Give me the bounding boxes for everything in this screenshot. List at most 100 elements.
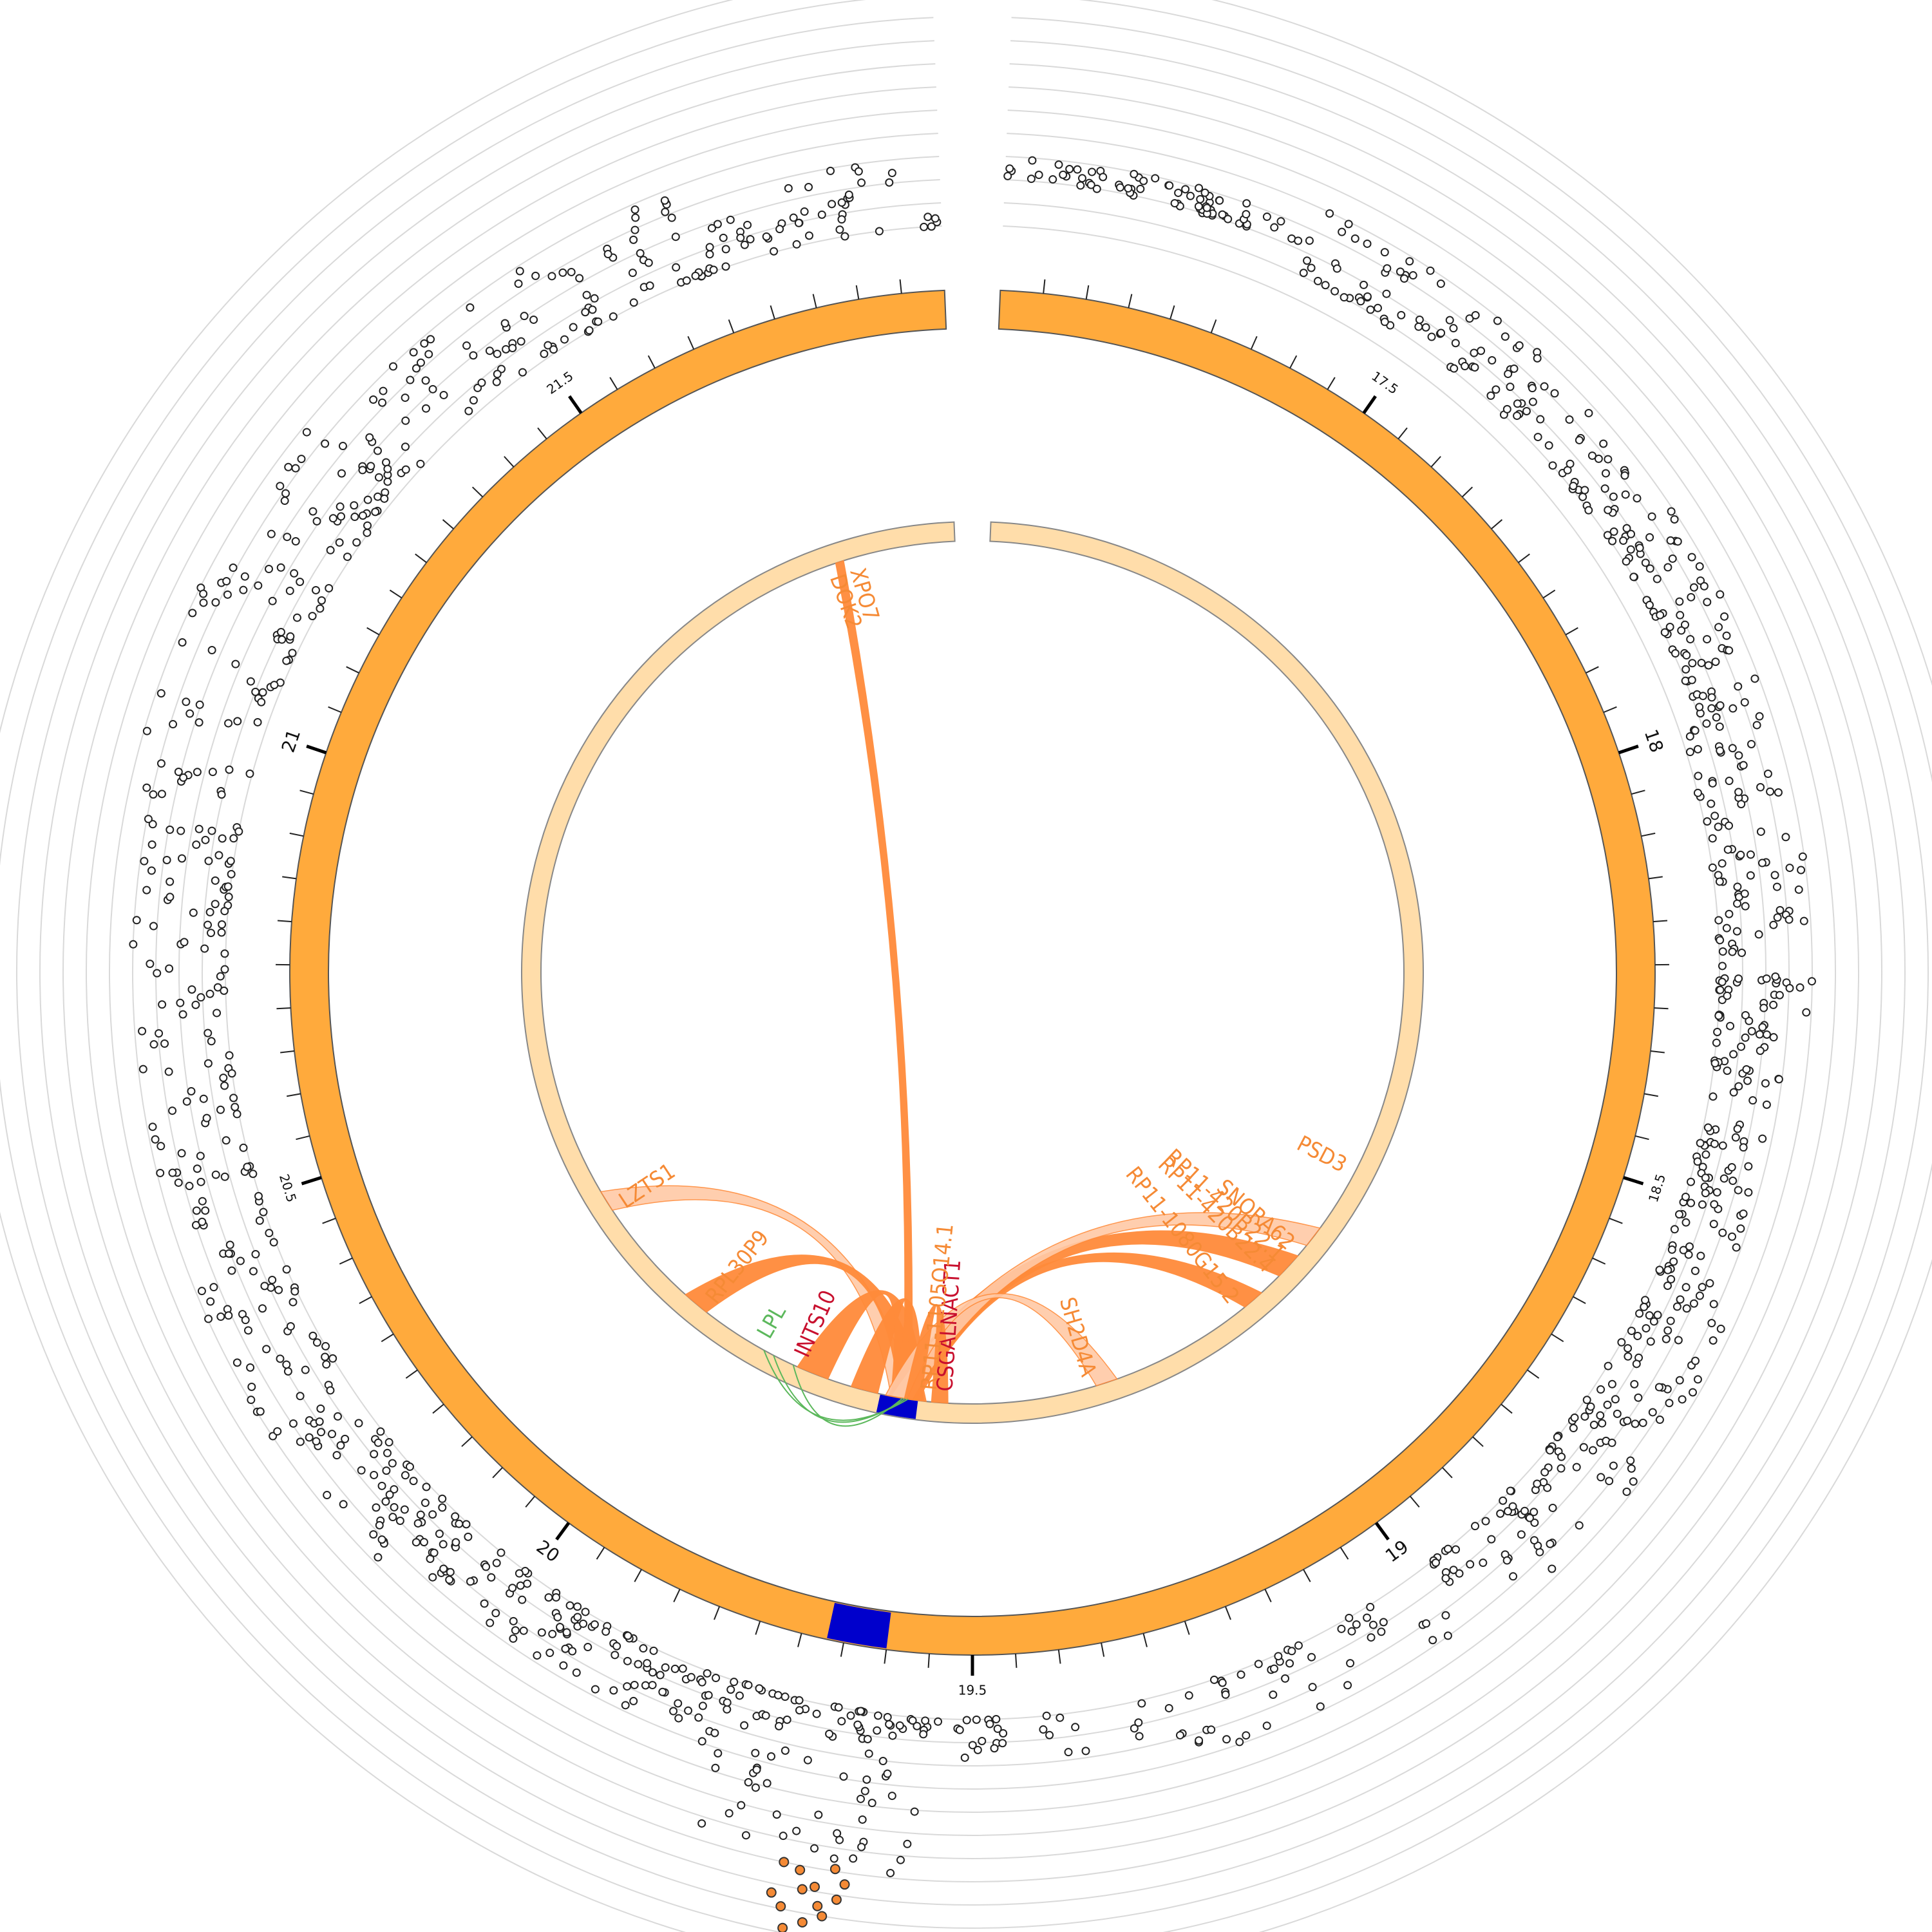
snp-point — [1754, 930, 1763, 939]
snp-point — [1513, 412, 1522, 421]
snp-point — [216, 1105, 225, 1114]
snp-point — [308, 1331, 317, 1340]
snp-point — [158, 1000, 167, 1009]
snp-point — [1379, 1618, 1388, 1627]
snp-point — [1752, 721, 1761, 730]
snp-point — [590, 294, 599, 303]
snp-point — [1363, 1613, 1372, 1622]
snp-point — [375, 1520, 384, 1530]
snp-point — [249, 1170, 258, 1179]
snp-point — [1451, 339, 1460, 348]
snp-point — [493, 349, 502, 358]
snp-point — [148, 820, 157, 829]
snp-point — [581, 308, 590, 317]
snp-point — [176, 826, 185, 835]
snp-point — [714, 1748, 723, 1757]
snp-point — [1722, 631, 1731, 640]
snp-point — [301, 1365, 310, 1374]
snp-point — [1028, 156, 1037, 165]
snp-point — [661, 207, 670, 216]
minor-tick — [339, 1257, 353, 1265]
snp-point — [515, 267, 524, 276]
minor-tick — [634, 1569, 642, 1582]
snp-point — [854, 167, 863, 176]
minor-tick — [280, 1050, 295, 1054]
snp-point — [704, 1690, 713, 1700]
snp-point — [195, 700, 204, 709]
snp-point — [129, 940, 138, 949]
snp-point — [740, 240, 749, 249]
snp-point — [833, 1829, 842, 1838]
snp-point — [645, 281, 654, 290]
snp-point — [1737, 1042, 1746, 1051]
snp-point — [257, 697, 266, 706]
snp-point — [1350, 234, 1359, 243]
snp-point — [1669, 1257, 1678, 1266]
snp-point — [258, 1304, 267, 1313]
snp-point — [1596, 1411, 1605, 1420]
snp-point — [406, 375, 415, 384]
snp-point — [641, 1681, 650, 1690]
snp-point — [1725, 821, 1734, 830]
snp-point — [296, 1437, 305, 1446]
snp-point-highlight — [777, 1922, 788, 1932]
snp-point — [1690, 1266, 1700, 1275]
snp-point — [1313, 276, 1322, 285]
snp-point — [1566, 459, 1575, 468]
snp-point — [1603, 531, 1612, 540]
snp-point — [321, 1341, 330, 1350]
guide-ring — [155, 156, 1790, 1790]
snp-point — [1723, 845, 1732, 854]
snp-point — [204, 1059, 213, 1068]
snp-point — [1707, 799, 1716, 808]
snp-point — [1436, 279, 1445, 289]
snp-point — [631, 213, 640, 222]
snp-point — [723, 1705, 732, 1714]
snp-point — [253, 717, 262, 726]
snp-point — [409, 348, 418, 357]
snp-point — [384, 1438, 393, 1447]
snp-point — [1346, 1659, 1355, 1668]
snp-point — [1627, 1327, 1636, 1336]
snp-point — [196, 1177, 205, 1186]
snp-point — [1693, 1375, 1702, 1384]
snp-point — [1437, 328, 1446, 337]
snp-point — [138, 1065, 147, 1074]
snp-point — [1584, 408, 1593, 417]
snp-point — [885, 178, 894, 187]
snp-point — [1303, 256, 1312, 265]
snp-point — [374, 1438, 383, 1447]
snp-point — [1396, 267, 1405, 276]
snp-point — [1695, 562, 1704, 571]
snp-point — [910, 1807, 919, 1816]
snp-point — [697, 1737, 706, 1746]
snp-point — [1685, 748, 1694, 757]
minor-tick — [492, 1467, 503, 1479]
snp-point — [1747, 739, 1756, 748]
minor-tick — [1170, 305, 1175, 319]
minor-tick — [1085, 285, 1090, 299]
snp-point — [1617, 1338, 1626, 1347]
snp-point — [1632, 1359, 1641, 1368]
snp-point — [1762, 974, 1771, 983]
minor-tick — [1101, 1642, 1105, 1657]
snp-point — [482, 1562, 491, 1571]
snp-point — [1645, 533, 1654, 542]
snp-point — [308, 612, 317, 621]
snp-point — [1347, 1627, 1356, 1636]
snp-point — [887, 169, 896, 178]
minor-tick — [442, 519, 454, 529]
snp-point — [744, 1681, 753, 1690]
snp-point — [682, 276, 691, 285]
snp-point — [1626, 545, 1635, 554]
snp-point — [601, 1627, 611, 1636]
gene-track-band — [521, 521, 1424, 1424]
snp-point — [1601, 469, 1610, 478]
minor-tick — [1643, 1093, 1658, 1097]
minor-tick — [537, 427, 547, 440]
snp-point — [179, 773, 188, 782]
snp-point — [864, 1749, 873, 1758]
snp-point — [611, 1651, 620, 1660]
snp-point — [1702, 719, 1711, 728]
snp-point — [216, 972, 225, 981]
